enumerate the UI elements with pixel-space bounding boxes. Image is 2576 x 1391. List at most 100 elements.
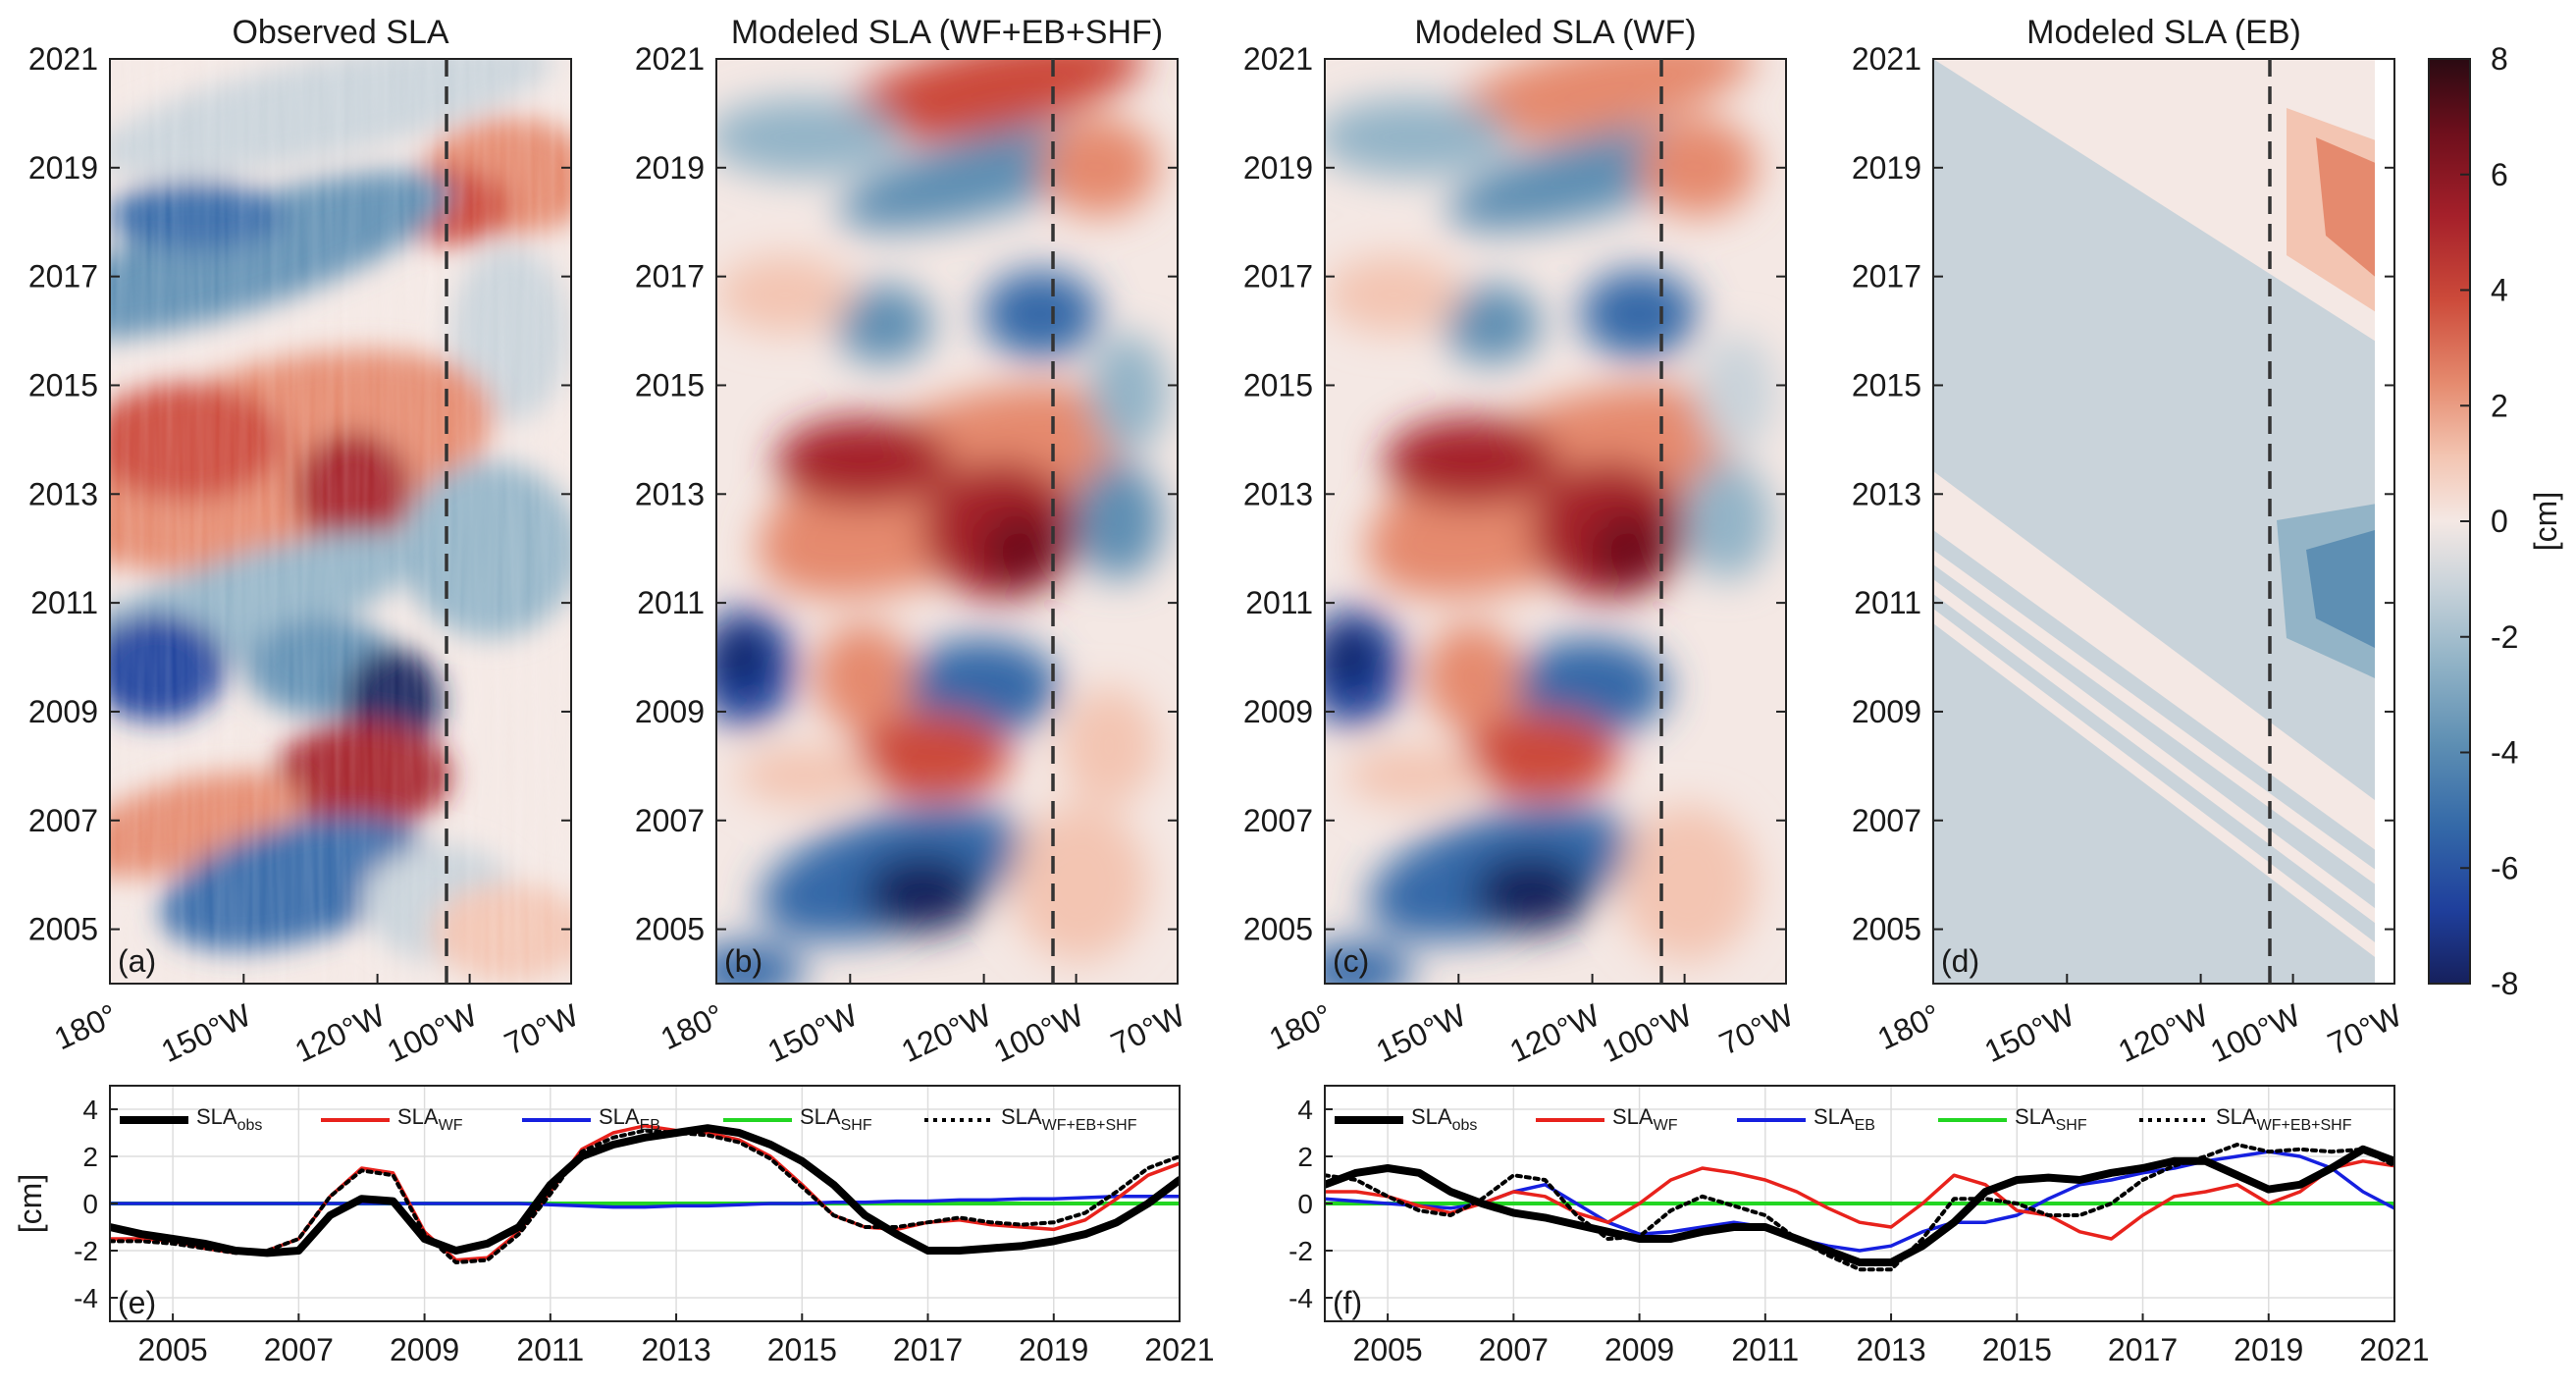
y-tick-label: 2013 xyxy=(28,476,98,511)
legend-label-total: SLAWF+EB+SHF xyxy=(2216,1104,2352,1134)
x-tick-label: 2013 xyxy=(641,1332,710,1367)
y-tick-label: 2015 xyxy=(1243,367,1313,402)
x-tick-label: 2019 xyxy=(1019,1332,1088,1367)
x-tick-label: 70°W xyxy=(499,996,585,1061)
panel-d-frame xyxy=(1932,58,2395,985)
x-tick-label: 100°W xyxy=(2205,996,2306,1069)
panel-c-title: Modeled SLA (WF) xyxy=(1414,14,1696,51)
legend-label-base: SLA xyxy=(599,1104,640,1129)
y-tick-label: 2015 xyxy=(28,367,98,402)
x-tick-label: 70°W xyxy=(1714,996,1800,1061)
legend-label-shf: SLASHF xyxy=(2015,1104,2087,1134)
legend-label-total: SLAWF+EB+SHF xyxy=(1001,1104,1137,1134)
y-tick-label: 2013 xyxy=(1243,476,1313,511)
y-tick-label: 2011 xyxy=(1854,585,1921,620)
colorbar-unit-label: [cm] xyxy=(2528,492,2563,551)
panel-b: Modeled SLA (WF+EB+SHF) xyxy=(635,14,1191,1069)
x-tick-label: 150°W xyxy=(1371,996,1472,1069)
x-tick-label: 2005 xyxy=(1353,1332,1423,1367)
panel-e: 2005 2007 2009 2011 2013 2015 2017 2019 2021 4 2 0 -… xyxy=(13,1085,1215,1367)
y-tick-label: 2011 xyxy=(637,585,705,620)
colorbar-tick-label: 4 xyxy=(2491,273,2508,308)
panel-f-ticks: 2005 2007 2009 2011 2013 2015 2017 2019 2021 4 2 0 -… xyxy=(1288,1095,2430,1367)
panel-e-legend: SLAobs SLAWF SLAEB SLASHF SLAWF+EB+SHF xyxy=(120,1104,1137,1134)
y-tick-label: 2009 xyxy=(28,694,98,729)
x-tick-label: 180° xyxy=(49,997,123,1057)
y-tick-label: -4 xyxy=(74,1283,98,1313)
x-tick-label: 180° xyxy=(1872,997,1946,1057)
x-tick-label: 120°W xyxy=(289,996,391,1069)
panel-b-title: Modeled SLA (WF+EB+SHF) xyxy=(731,14,1163,51)
legend-label-base: SLA xyxy=(1411,1104,1452,1129)
legend-label-base: SLA xyxy=(196,1104,237,1129)
series-line-total xyxy=(110,1128,1180,1264)
panel-a-y-ticks: 2021 2019 2017 2015 2013 2011 2009 2007 2005 xyxy=(28,41,571,947)
panel-a-frame xyxy=(109,58,572,985)
y-tick-label: 2007 xyxy=(28,803,98,838)
y-tick-label: 2 xyxy=(1297,1142,1313,1172)
y-tick-label: -4 xyxy=(1288,1283,1313,1313)
x-tick-label: 2011 xyxy=(1731,1332,1799,1367)
y-tick-label: 2015 xyxy=(1852,367,1921,402)
x-tick-label: 100°W xyxy=(1597,996,1698,1069)
y-tick-label: 2017 xyxy=(1243,259,1313,294)
x-tick-label: 120°W xyxy=(896,996,997,1069)
colorbar-ticks: 8 6 4 2 0 -2 -4 -6 -8 xyxy=(2460,41,2518,1001)
x-tick-label: 120°W xyxy=(1504,996,1605,1069)
series-line-wf xyxy=(110,1124,1180,1262)
series-line-obs xyxy=(1325,1145,2394,1266)
x-tick-label: 150°W xyxy=(1979,996,2080,1069)
x-tick-label: 2019 xyxy=(2234,1332,2303,1367)
legend-label-base: SLA xyxy=(1001,1104,1042,1129)
y-tick-label: 2005 xyxy=(635,912,705,947)
panel-e-ticks: 2005 2007 2009 2011 2013 2015 2017 2019 2021 4 2 0 -… xyxy=(74,1095,1215,1367)
y-tick-label: 0 xyxy=(82,1189,98,1219)
y-tick-label: 2017 xyxy=(635,259,705,294)
y-tick-label: 2007 xyxy=(1243,803,1313,838)
x-tick-label: 2017 xyxy=(893,1332,963,1367)
colorbar-tick-label: -6 xyxy=(2491,850,2518,885)
colorbar-tick-label: -4 xyxy=(2491,735,2518,771)
y-tick-label: 2019 xyxy=(635,150,705,186)
y-tick-label: 2021 xyxy=(635,41,705,77)
y-tick-label: 2005 xyxy=(1852,912,1921,947)
panel-e-lines xyxy=(110,1124,1180,1264)
y-tick-label: 2013 xyxy=(635,476,705,511)
x-tick-label: 100°W xyxy=(382,996,483,1069)
panel-a-field xyxy=(110,59,571,984)
panel-d-y-ticks: 2021 2019 2017 2015 2013 2011 2009 2007 2005 xyxy=(1852,41,2394,947)
colorbar-tick-label: 8 xyxy=(2491,41,2508,77)
panel-b-y-ticks: 2021 2019 2017 2015 2013 2011 2009 2007 2005 xyxy=(635,41,1178,947)
y-tick-label: 2021 xyxy=(28,41,98,77)
legend-label-eb: SLAEB xyxy=(1814,1104,1875,1134)
y-tick-label: 2011 xyxy=(1245,585,1313,620)
y-tick-label: 2005 xyxy=(28,912,98,947)
panel-a-title: Observed SLA xyxy=(232,14,448,51)
legend-label-wf: SLAWF xyxy=(1612,1104,1678,1134)
panel-f: 2005 2007 2009 2011 2013 2015 2017 2019 2021 4 2 0 -… xyxy=(1288,1085,2430,1367)
series-line-obs xyxy=(110,1124,1180,1257)
legend-label-sub: EB xyxy=(1855,1117,1875,1134)
legend-label-eb: SLAEB xyxy=(599,1104,660,1134)
series-line-wf xyxy=(1325,1159,2394,1241)
y-tick-label: 2019 xyxy=(1852,150,1921,186)
colorbar-tick-label: -8 xyxy=(2491,966,2518,1001)
y-tick-label: 2019 xyxy=(28,150,98,186)
y-tick-label: 2 xyxy=(82,1142,98,1172)
x-tick-label: 2009 xyxy=(390,1332,459,1367)
panel-e-label: (e) xyxy=(118,1285,156,1320)
legend-label-sub: SHF xyxy=(841,1117,872,1134)
series-line-total xyxy=(1325,1143,2394,1272)
y-tick-label: 2017 xyxy=(28,259,98,294)
y-tick-label: 2011 xyxy=(30,585,98,620)
legend-label-shf: SLASHF xyxy=(800,1104,872,1134)
panel-b-label: (b) xyxy=(724,943,762,979)
x-tick-label: 180° xyxy=(656,997,729,1057)
legend-label-obs: SLAobs xyxy=(196,1104,262,1134)
legend-label-sub: SHF xyxy=(2056,1117,2087,1134)
x-tick-label: 2009 xyxy=(1604,1332,1674,1367)
legend-label-sub: WF+EB+SHF xyxy=(1042,1117,1137,1134)
legend-label-sub: EB xyxy=(640,1117,660,1134)
